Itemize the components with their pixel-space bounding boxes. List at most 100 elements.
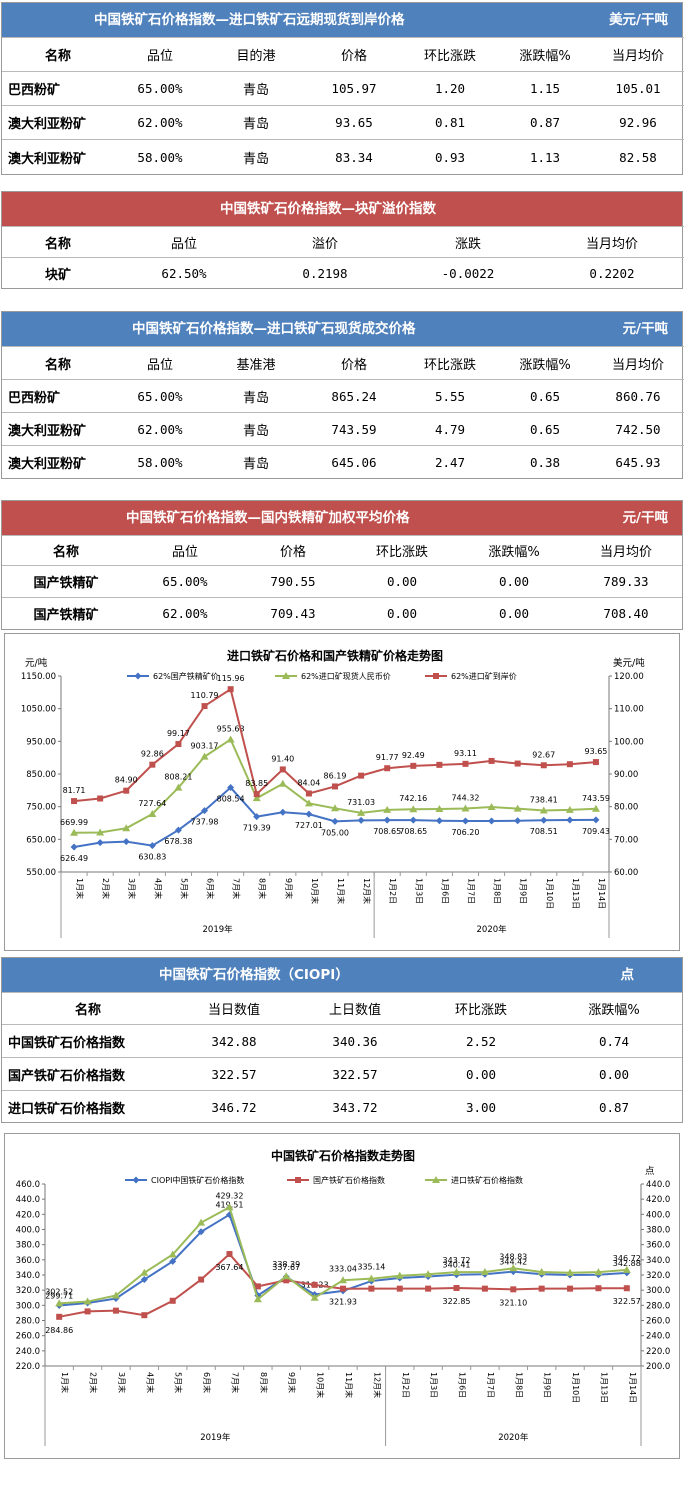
premium-table: 名称 品位 溢价 涨跌 当月均价 块矿 62.50% 0.2198 -0.002… — [2, 226, 684, 289]
data-point — [201, 703, 208, 710]
table-row: 国产铁矿石价格指数 322.57 322.57 0.00 0.00 — [2, 1057, 682, 1091]
cell: 青岛 — [206, 139, 306, 175]
x-tick-label: 1月8日 — [493, 878, 502, 904]
chart-title: 中国铁矿石价格指数走势图 — [271, 1148, 415, 1163]
cell: 0.00 — [458, 597, 570, 630]
cell: 743.59 — [306, 412, 402, 446]
cell-name: 国产铁矿石价格指数 — [2, 1057, 174, 1091]
data-point — [253, 791, 260, 798]
y-tick-right-label: 260.0 — [646, 1317, 670, 1327]
table-title-bar: 中国铁矿石价格指数—国内铁精矿加权平均价格 元/干吨 — [2, 501, 682, 535]
data-label: 110.79 — [191, 691, 219, 700]
cell: 105.01 — [592, 71, 684, 106]
data-label: 727.64 — [138, 799, 166, 808]
data-point — [83, 1297, 92, 1305]
col-header: 环比涨跌 — [402, 346, 498, 380]
data-point — [226, 1251, 233, 1258]
data-point — [84, 1308, 91, 1315]
data-point — [340, 1285, 346, 1292]
data-label: 708.65 — [373, 827, 401, 836]
cell: 82.58 — [592, 139, 684, 175]
table-title-bar: 中国铁矿石价格指数—进口铁矿石远期现货到岸价格 美元/干吨 — [2, 3, 682, 37]
cell: 65.00% — [114, 379, 206, 413]
cell: 3.00 — [416, 1090, 546, 1124]
cell: 青岛 — [206, 71, 306, 106]
x-tick-label: 1月13日 — [571, 878, 580, 909]
table-lump-premium: 中国铁矿石价格指数—块矿溢价指数 名称 品位 溢价 涨跌 当月均价 块矿 62.… — [1, 191, 684, 289]
data-point — [331, 817, 339, 825]
data-label: 84.90 — [115, 776, 138, 785]
cell: 790.55 — [240, 565, 346, 598]
y-tick-right-label: 90.00 — [614, 770, 638, 780]
cell: 青岛 — [206, 105, 306, 140]
data-point — [278, 779, 287, 787]
data-point — [305, 810, 313, 818]
data-point — [368, 1285, 375, 1292]
cell-name: 国产铁精矿 — [2, 597, 130, 630]
cell: 0.74 — [546, 1024, 682, 1058]
data-point — [279, 766, 286, 773]
cell-name: 巴西粉矿 — [2, 379, 114, 413]
y-tick-right-label: 120.00 — [614, 672, 644, 682]
data-point — [409, 805, 418, 813]
data-label: 738.41 — [530, 795, 558, 804]
data-label: 335.14 — [357, 1263, 385, 1272]
group-label: 2020年 — [477, 924, 508, 935]
table-row: 巴西粉矿 65.00% 青岛 865.24 5.55 0.65 860.76 — [2, 379, 684, 413]
x-tick-label: 2月末 — [89, 1372, 99, 1393]
legend-label: 62%进口矿现货人民币价 — [301, 671, 391, 681]
cell: 0.00 — [346, 565, 458, 598]
y-tick-label: 280.0 — [16, 1317, 40, 1327]
data-label: 706.20 — [451, 828, 479, 837]
cell: 105.97 — [306, 71, 402, 106]
y-tick-label: 380.0 — [16, 1241, 40, 1251]
data-point — [436, 761, 443, 768]
data-label: 92.67 — [532, 750, 555, 759]
table-row: 巴西粉矿 65.00% 青岛 105.97 1.20 1.15 105.01 — [2, 71, 684, 106]
x-tick-label: 1月7日 — [466, 878, 475, 904]
col-header: 环比涨跌 — [416, 992, 546, 1025]
cell: 2.47 — [402, 445, 498, 479]
x-tick-label: 1月10日 — [571, 1372, 580, 1403]
cell: 0.65 — [498, 379, 592, 413]
data-point — [488, 757, 495, 764]
y-tick-right-label: 220.0 — [646, 1347, 670, 1357]
x-tick-label: 12月末 — [372, 1372, 382, 1398]
data-point — [481, 1285, 488, 1292]
data-point — [488, 817, 496, 825]
cell: 645.06 — [306, 445, 402, 479]
data-label: 709.43 — [582, 827, 610, 836]
cell: 0.00 — [458, 565, 570, 598]
data-point — [538, 1285, 545, 1292]
data-point — [591, 804, 600, 812]
table-title-bar: 中国铁矿石价格指数—块矿溢价指数 — [2, 192, 682, 226]
y-tick-label: 750.00 — [26, 803, 56, 813]
cell: 65.00% — [130, 565, 240, 598]
cell: 4.79 — [402, 412, 498, 446]
cell: 342.88 — [174, 1024, 294, 1058]
legend-marker — [295, 1177, 301, 1183]
data-point — [357, 816, 365, 824]
data-point — [122, 824, 131, 832]
y-tick-label: 850.00 — [26, 770, 56, 780]
price-trend-chart: 进口铁矿石价格和国产铁精矿价格走势图 62%国产铁精矿价 62%进口矿现货人民币价 6… — [4, 633, 680, 951]
data-point — [56, 1313, 63, 1320]
data-point — [227, 686, 234, 693]
table-import-spot-price: 中国铁矿石价格指数—进口铁矿石现货成交价格 元/干吨 名称 品位 基准港 价格 … — [1, 311, 684, 479]
cell: 0.81 — [402, 105, 498, 140]
data-label: 903.17 — [191, 742, 219, 751]
x-tick-label: 1月7日 — [486, 1372, 495, 1398]
data-point — [539, 806, 548, 814]
legend-label: CIOPI中国铁矿石价格指数 — [151, 1175, 244, 1185]
data-label: 343.72 — [443, 1256, 471, 1265]
index-trend-chart-svg: 中国铁矿石价格指数走势图 CIOPI中国铁矿石价格指数 国产铁矿石价格指数 进口铁矿石… — [16, 1148, 670, 1446]
cell: 2.52 — [416, 1024, 546, 1058]
cell: 340.36 — [294, 1024, 416, 1058]
cell: 0.00 — [346, 597, 458, 630]
cell: 865.24 — [306, 379, 402, 413]
cell: 343.72 — [294, 1090, 416, 1124]
data-label: 367.64 — [215, 1263, 243, 1272]
table-domestic-concentrate: 中国铁矿石价格指数—国内铁精矿加权平均价格 元/干吨 名称 品位 价格 环比涨跌… — [1, 500, 683, 630]
data-point — [282, 1272, 291, 1280]
x-tick-label: 1月2日 — [388, 878, 397, 904]
